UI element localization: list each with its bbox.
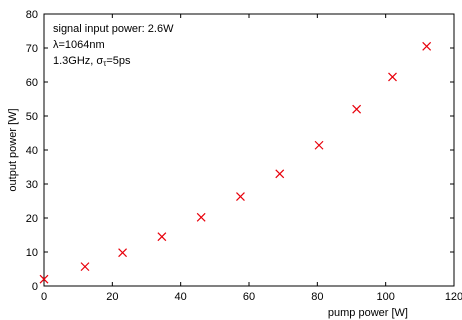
plot-frame [43, 13, 455, 287]
annotation-box: signal input power: 2.6W λ=1064nm 1.3GHz… [53, 23, 174, 68]
data-point [388, 72, 397, 82]
data-point [422, 41, 432, 51]
marker-stroke [236, 192, 245, 202]
data-points [39, 41, 432, 284]
annotation-rep-rate-pulse: 1.3GHz, στ=5ps [53, 55, 131, 68]
tick-labels: 0 20 40 60 80 100 120 0 10 20 30 40 50 60 70 80 [26, 9, 462, 303]
annotation-wavelength: λ=1064nm [53, 39, 105, 51]
data-point [236, 192, 245, 202]
x-tick-label: 20 [106, 291, 118, 303]
y-tick-label: 10 [26, 247, 38, 259]
x-tick-label: 120 [445, 291, 462, 303]
data-point [157, 232, 167, 242]
x-tick-label: 40 [175, 291, 187, 303]
marker-stroke [39, 274, 49, 284]
sigma-symbol: σ [96, 55, 103, 67]
marker-stroke [196, 212, 206, 222]
marker-stroke [118, 248, 128, 258]
y-tick-label: 20 [26, 213, 38, 225]
data-point [39, 274, 49, 284]
y-tick-label: 60 [26, 77, 38, 89]
y-tick-label: 0 [32, 281, 38, 293]
pulse-width-value: =5ps [106, 55, 131, 67]
wavelength-value: =1064nm [59, 39, 105, 51]
rep-rate-value: 1.3GHz, [53, 55, 96, 67]
marker-stroke [275, 169, 285, 179]
x-axis-label: pump power [W] [328, 307, 408, 319]
data-point [352, 104, 362, 114]
marker-stroke [314, 140, 324, 150]
data-point [80, 262, 90, 272]
y-tick-label: 50 [26, 111, 38, 123]
tau-subscript: τ [103, 59, 107, 68]
x-tick-label: 100 [376, 291, 394, 303]
x-tick-label: 80 [311, 291, 323, 303]
x-tick-label: 0 [41, 291, 47, 303]
y-axis-label: output power [W] [7, 108, 19, 191]
marker-stroke [422, 41, 432, 51]
data-point [275, 169, 285, 179]
y-tick-label: 30 [26, 179, 38, 191]
marker-stroke [388, 72, 397, 82]
lambda-symbol: λ [53, 39, 59, 51]
x-tick-label: 60 [243, 291, 255, 303]
annotation-signal-power: signal input power: 2.6W [53, 23, 174, 35]
marker-stroke [157, 232, 167, 242]
y-tick-label: 80 [26, 9, 38, 21]
y-tick-label: 70 [26, 43, 38, 55]
marker-stroke [352, 104, 362, 114]
data-point [118, 248, 128, 258]
data-point [196, 212, 206, 222]
marker-stroke [80, 262, 90, 272]
data-point [314, 140, 324, 150]
y-tick-label: 40 [26, 145, 38, 157]
